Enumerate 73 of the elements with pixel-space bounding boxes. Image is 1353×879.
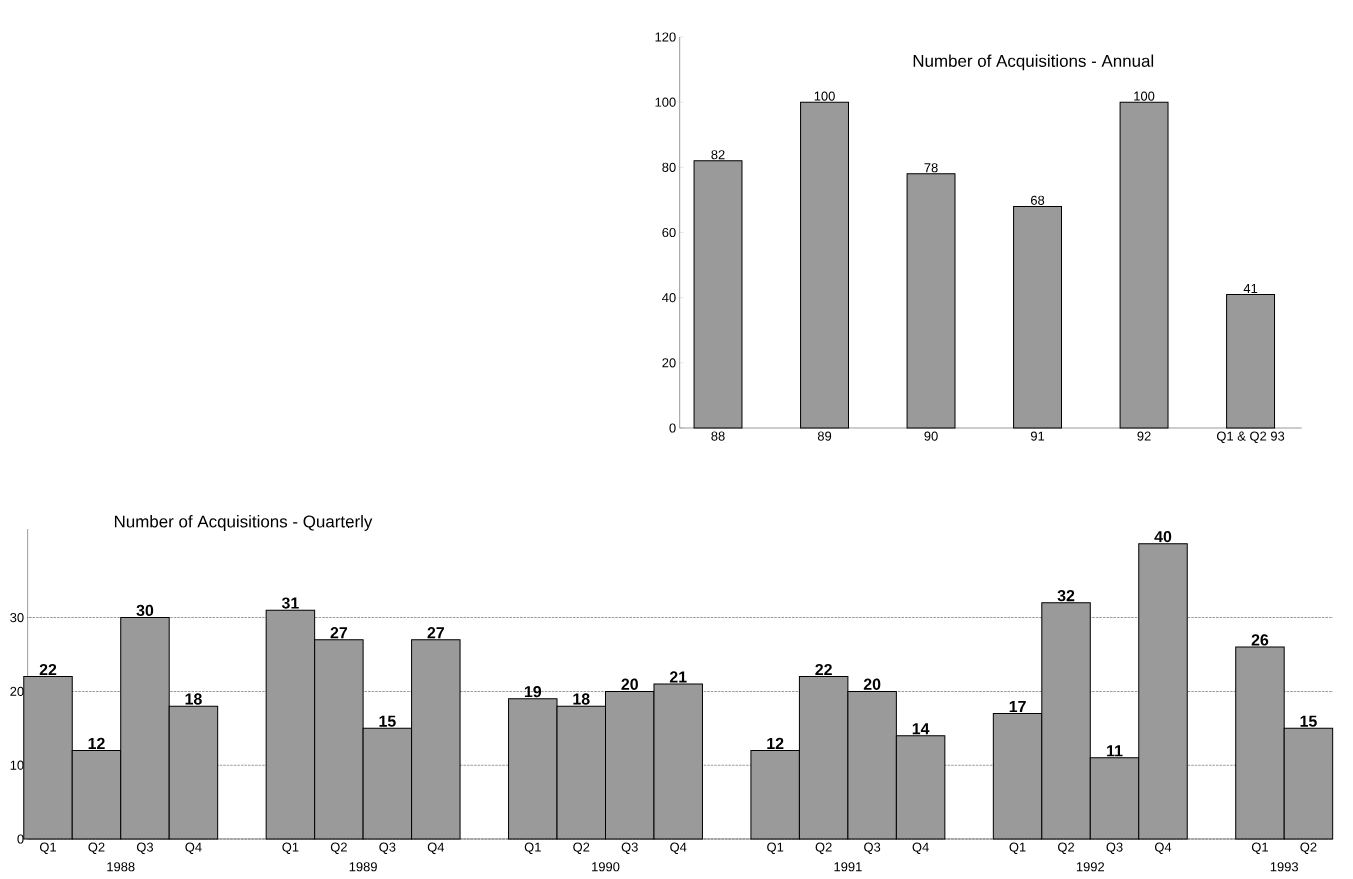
x-tick-label: Q1 <box>282 842 299 855</box>
data-label: 22 <box>815 663 832 676</box>
data-label: 100 <box>814 91 835 101</box>
data-label: 68 <box>1031 195 1045 205</box>
x-tick-label: Q1 <box>1251 842 1268 855</box>
x-tick-label: Q2 <box>88 842 105 855</box>
y-tick-label: 120 <box>655 32 676 42</box>
x-tick-label: Q4 <box>185 842 202 855</box>
x-tick-label: Q4 <box>670 842 687 855</box>
data-label: 17 <box>1009 701 1026 713</box>
data-label: 11 <box>1107 745 1123 757</box>
data-label: 14 <box>912 723 930 735</box>
text: 1989 <box>349 862 377 872</box>
text: 1988 <box>107 862 135 872</box>
data-label: 41 <box>1243 283 1258 293</box>
x-tick-label: Q3 <box>136 842 154 855</box>
x-tick-label: Q4 <box>1154 842 1172 855</box>
data-label: 20 <box>621 678 638 690</box>
data-label: 27 <box>330 627 348 639</box>
x-tick-label: Q2 <box>1058 842 1075 855</box>
data-label: 12 <box>88 737 105 749</box>
x-tick-label: Q1 <box>524 842 541 855</box>
text: 1993 <box>1270 862 1299 872</box>
x-tick-label: Q1 <box>767 842 784 855</box>
x-tick-label: Q1 <box>1009 842 1026 855</box>
data-label: 32 <box>1057 590 1075 602</box>
x-tick-label: 91 <box>1030 431 1045 441</box>
x-tick-label: Q2 <box>330 842 347 855</box>
data-label: 27 <box>427 627 444 639</box>
text: 1992 <box>1076 862 1105 872</box>
x-tick-label: 89 <box>817 431 832 441</box>
y-tick-label: 0 <box>669 423 676 433</box>
x-tick-label: Q4 <box>912 842 929 855</box>
y-tick-label: 40 <box>662 293 676 303</box>
x-tick-label: 92 <box>1137 431 1151 441</box>
x-tick-label: Q3 <box>621 842 638 855</box>
x-tick-label: Q4 <box>427 842 445 855</box>
y-tick-label: 80 <box>662 162 676 172</box>
x-tick-label: Q3 <box>1106 842 1123 855</box>
x-tick-label: Q2 <box>1300 842 1317 855</box>
data-label: 82 <box>711 150 725 160</box>
y-tick-label: 60 <box>662 227 676 238</box>
x-tick-label: 90 <box>924 431 938 441</box>
text: Number of Acquisitions - Annual <box>913 54 1154 71</box>
y-tick-label: 0 <box>17 834 24 844</box>
x-tick-label: Q1 & Q2 93 <box>1216 431 1285 444</box>
y-tick-label: 30 <box>10 612 24 623</box>
data-label: 12 <box>767 737 784 749</box>
data-label: 20 <box>863 678 881 690</box>
data-label: 18 <box>573 693 590 705</box>
x-tick-label: Q3 <box>379 842 396 855</box>
data-label: 18 <box>185 693 202 705</box>
y-tick-label: 100 <box>655 97 676 107</box>
x-tick-label: 88 <box>711 431 725 441</box>
x-tick-label: Q3 <box>864 842 881 855</box>
data-label: 40 <box>1154 530 1172 543</box>
data-label: 19 <box>524 685 542 698</box>
data-label: 26 <box>1251 634 1269 646</box>
data-label: 15 <box>1300 715 1317 727</box>
y-tick-label: 20 <box>662 358 676 368</box>
data-label: 78 <box>924 163 938 173</box>
data-label: 100 <box>1134 91 1155 101</box>
data-label: 15 <box>379 715 396 727</box>
x-tick-label: Q2 <box>573 842 590 855</box>
data-label: 31 <box>281 597 299 609</box>
data-label: 30 <box>136 604 154 617</box>
text: 1990 <box>592 862 620 872</box>
data-label: 21 <box>669 671 687 683</box>
text: 1991 <box>834 862 862 872</box>
chart-title: Number of Acquisitions - Quarterly <box>114 515 373 531</box>
x-tick-label: Q2 <box>815 842 832 855</box>
data-label: 22 <box>39 663 57 676</box>
x-tick-label: Q1 <box>39 842 57 855</box>
